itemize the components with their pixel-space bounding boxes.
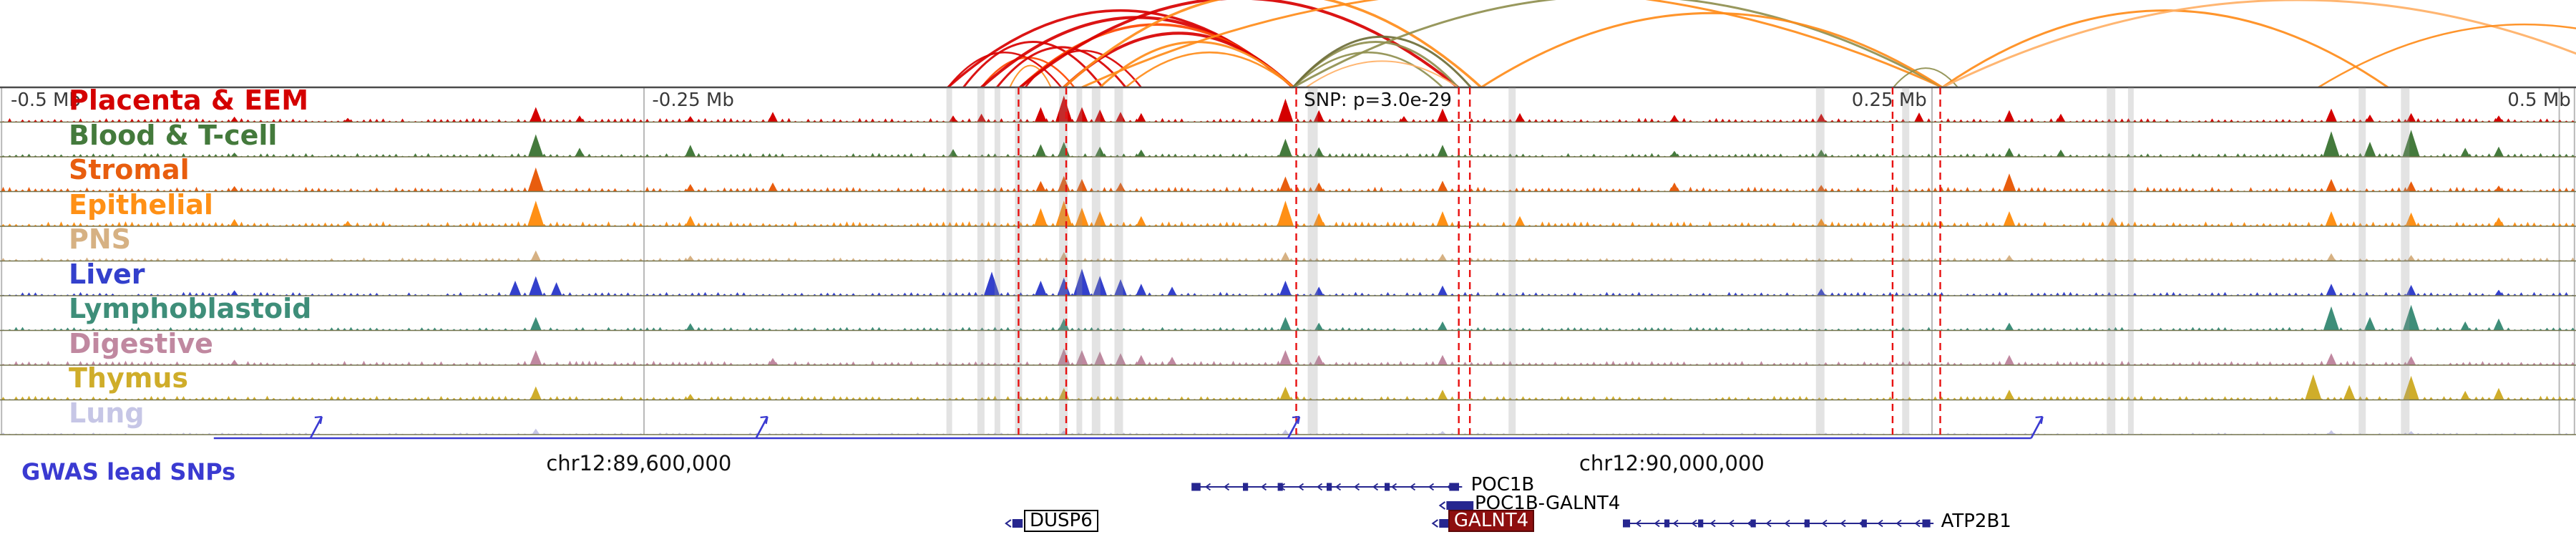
gwas-snp-marker-arrowhead <box>760 415 769 425</box>
strand-arrow <box>1260 483 1267 491</box>
interaction-arc <box>1292 35 1472 88</box>
interaction-arc <box>947 52 1063 88</box>
interaction-arc <box>1480 11 1943 89</box>
interaction-arc <box>1292 0 1943 89</box>
highlight-region <box>1076 87 1083 435</box>
gene-body[interactable] <box>1012 519 1023 528</box>
highlight-region <box>2107 87 2116 435</box>
gene-exon <box>1804 519 1810 528</box>
highlight-region <box>977 87 985 435</box>
track-signal <box>0 268 2576 296</box>
gene-exon <box>1327 483 1332 491</box>
highlight-region <box>946 87 952 435</box>
track-signal <box>0 304 2576 331</box>
strand-arrow <box>1223 483 1230 491</box>
strand-arrow <box>1353 483 1360 491</box>
interaction-arc <box>1099 41 1294 89</box>
interaction-arc <box>1292 52 1443 88</box>
gene-exon <box>1277 483 1283 491</box>
interaction-arc <box>1081 0 1943 89</box>
strand-arrow <box>1654 519 1660 528</box>
track-signal <box>0 200 2576 226</box>
strand-arrow <box>1728 519 1735 528</box>
gwas-snp-marker-arrowhead <box>2035 415 2044 425</box>
gene-exon <box>1385 483 1390 491</box>
track-signal <box>0 130 2576 157</box>
track-signal <box>0 167 2576 192</box>
gene-exon <box>1698 519 1704 528</box>
gene-exon <box>1922 519 1931 528</box>
track-signal <box>0 95 2576 122</box>
track-signal <box>0 428 2576 435</box>
strand-arrow <box>1821 519 1828 528</box>
interaction-arc <box>1063 0 1483 89</box>
highlight-region <box>2401 87 2410 435</box>
gwas-snp-marker[interactable] <box>755 416 769 439</box>
interaction-arc <box>1009 64 1052 88</box>
strand-arrow <box>1765 519 1772 528</box>
strand-arrow <box>1914 519 1921 528</box>
strand-arrow <box>1438 501 1445 510</box>
interaction-arc <box>1941 9 2389 89</box>
gwas-snp-marker[interactable] <box>309 416 323 439</box>
strand-arrow <box>1635 519 1641 528</box>
interaction-arc <box>996 46 1127 88</box>
gene-exon <box>1623 519 1631 528</box>
strand-arrow <box>1691 519 1697 528</box>
gwas-snp-marker[interactable] <box>2030 416 2044 439</box>
highlight-region <box>2127 87 2134 435</box>
strand-arrow <box>1390 483 1397 491</box>
strand-arrow <box>1428 483 1435 491</box>
interaction-arc <box>1941 0 2576 89</box>
strand-arrow <box>1297 483 1304 491</box>
strand-arrow <box>1005 519 1012 528</box>
gene-exon <box>1243 483 1249 491</box>
interaction-arc <box>1893 67 1958 88</box>
strand-arrow <box>1784 519 1790 528</box>
highlight-region <box>2358 87 2366 435</box>
gene-exon <box>1750 519 1756 528</box>
track-signal <box>0 250 2576 261</box>
gwas-snp-marker-arrowhead <box>1292 415 1301 425</box>
strand-arrow <box>1372 483 1379 491</box>
gene-exon <box>1191 483 1201 491</box>
highlight-region <box>1508 87 1516 435</box>
strand-arrow <box>1431 519 1438 528</box>
highlight-region <box>994 87 1000 435</box>
interaction-arc <box>1125 52 1294 88</box>
gene-body[interactable] <box>1439 519 1449 528</box>
strand-arrow <box>1877 519 1883 528</box>
interaction-arc <box>2318 23 2576 89</box>
strand-arrow <box>1672 519 1679 528</box>
strand-arrow <box>1409 483 1416 491</box>
track-signal <box>0 348 2576 365</box>
highlight-region <box>1091 87 1101 435</box>
highlight-region <box>1114 87 1123 435</box>
gene-exon <box>1861 519 1867 528</box>
strand-arrow <box>1709 519 1716 528</box>
gene-body[interactable] <box>1446 501 1474 510</box>
strand-arrow <box>1896 519 1902 528</box>
highlight-region <box>1307 87 1318 435</box>
strand-arrow <box>1204 483 1211 491</box>
highlight-region <box>1815 87 1825 435</box>
gene-exon <box>1449 483 1460 491</box>
highlight-region <box>1902 87 1910 435</box>
interaction-arc <box>1305 60 1459 88</box>
track-signal <box>0 374 2576 400</box>
interaction-arc <box>962 41 1103 88</box>
gene-exon <box>1664 519 1670 528</box>
strand-arrow <box>1840 519 1846 528</box>
strand-arrow <box>1335 483 1342 491</box>
gwas-snp-marker-arrowhead <box>314 415 323 425</box>
gwas-snp-marker[interactable] <box>1287 416 1301 439</box>
strand-arrow <box>1316 483 1323 491</box>
